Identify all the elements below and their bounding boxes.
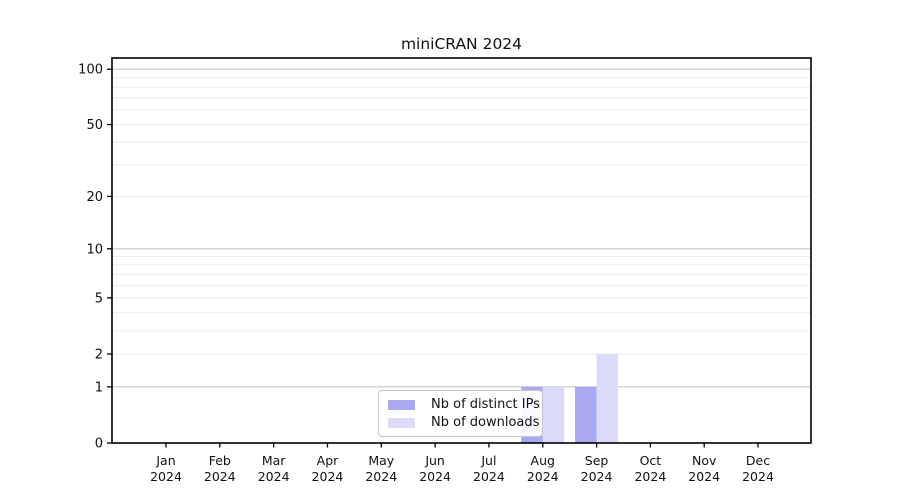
x-tick-label-year: 2024 bbox=[688, 469, 720, 484]
x-tick-label-month: Jan bbox=[155, 453, 175, 468]
x-tick-label-year: 2024 bbox=[581, 469, 613, 484]
bar-downloads-aug bbox=[542, 386, 565, 443]
legend: Nb of distinct IPs Nb of downloads bbox=[378, 390, 543, 437]
legend-item-downloads: Nb of downloads bbox=[388, 415, 539, 430]
legend-swatch-downloads bbox=[388, 417, 415, 428]
y-tick-label: 5 bbox=[95, 291, 103, 306]
x-tick-label-month: Jun bbox=[424, 453, 445, 468]
x-tick-label-month: Aug bbox=[531, 453, 555, 468]
y-tick-label: 50 bbox=[86, 118, 103, 133]
legend-label-distinct-ips: Nb of distinct IPs bbox=[431, 397, 540, 412]
bar-downloads-sep bbox=[596, 354, 619, 443]
chart-title: miniCRAN 2024 bbox=[400, 35, 523, 53]
x-tick-label-year: 2024 bbox=[204, 469, 236, 484]
y-tick-label: 10 bbox=[86, 242, 103, 257]
x-tick-label-year: 2024 bbox=[473, 469, 505, 484]
y-tick-label: 0 bbox=[95, 437, 103, 452]
x-tick-label-month: Dec bbox=[746, 453, 770, 468]
y-tick-label: 100 bbox=[78, 63, 103, 78]
x-tick-label-year: 2024 bbox=[312, 469, 344, 484]
legend-label-downloads: Nb of downloads bbox=[431, 415, 540, 430]
x-tick-label-year: 2024 bbox=[150, 469, 182, 484]
x-tick-label-month: Apr bbox=[317, 453, 339, 468]
x-tick-label-year: 2024 bbox=[634, 469, 666, 484]
x-tick-label-month: Sep bbox=[585, 453, 609, 468]
x-tick-label-month: Nov bbox=[692, 453, 717, 468]
x-tick-label-month: Jul bbox=[480, 453, 496, 468]
x-tick-label-month: May bbox=[368, 453, 394, 468]
x-tick-label-year: 2024 bbox=[742, 469, 774, 484]
x-tick-label-month: Mar bbox=[262, 453, 286, 468]
x-tick-label-month: Oct bbox=[640, 453, 662, 468]
y-tick-label: 1 bbox=[95, 380, 103, 395]
y-tick-label: 20 bbox=[86, 190, 103, 205]
x-tick-label-year: 2024 bbox=[365, 469, 397, 484]
x-tick-label-year: 2024 bbox=[419, 469, 451, 484]
bar-distinct-ips-sep bbox=[575, 386, 597, 443]
x-tick-label-year: 2024 bbox=[258, 469, 290, 484]
x-tick-label-month: Feb bbox=[209, 453, 231, 468]
y-tick-label: 2 bbox=[95, 348, 103, 363]
legend-swatch-distinct-ips bbox=[388, 399, 415, 410]
legend-item-distinct-ips: Nb of distinct IPs bbox=[388, 397, 540, 412]
chart-frame bbox=[111, 57, 812, 444]
x-tick-label-year: 2024 bbox=[527, 469, 559, 484]
